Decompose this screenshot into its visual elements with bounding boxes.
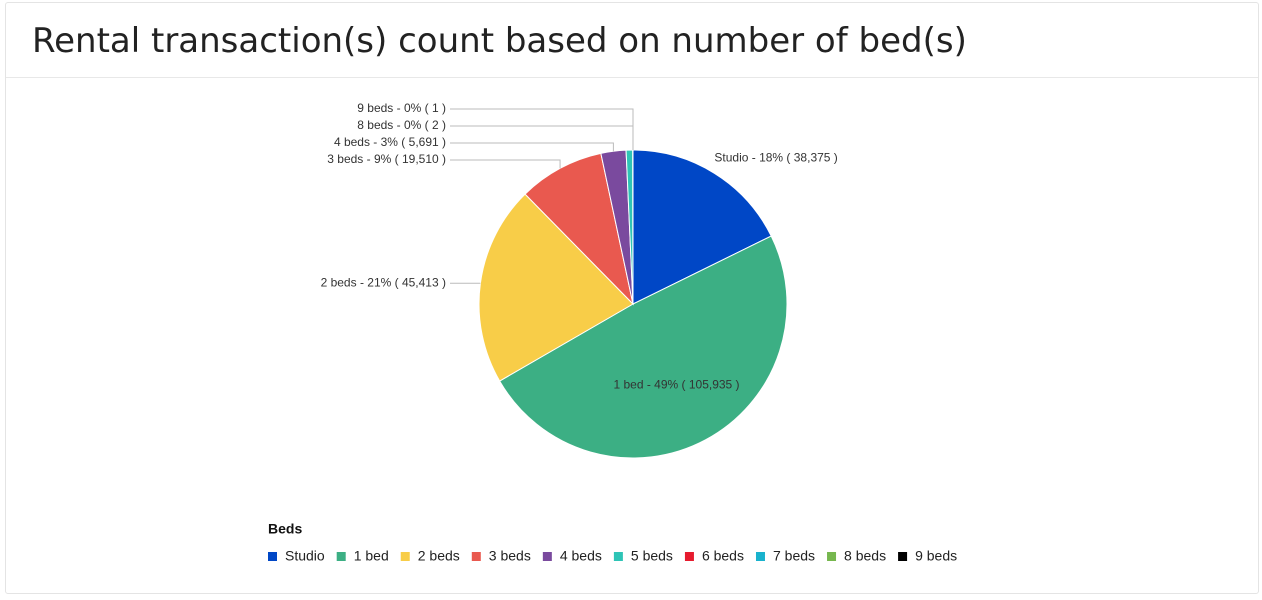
legend-label: 8 beds <box>844 548 886 564</box>
legend-swatch <box>755 552 765 561</box>
data-label: 9 beds - 0% ( 1 ) <box>357 101 446 115</box>
legend-label: Studio <box>285 548 325 564</box>
data-label: 1 bed - 49% ( 105,935 ) <box>613 378 739 392</box>
data-label: 2 beds - 21% ( 45,413 ) <box>321 275 446 289</box>
chart-card: Rental transaction(s) count based on num… <box>5 2 1259 594</box>
legend-label: 5 beds <box>631 548 673 564</box>
legend-swatch <box>542 552 552 561</box>
legend-label: 2 beds <box>418 548 460 564</box>
legend-label: 6 beds <box>702 548 744 564</box>
legend-label: 9 beds <box>915 548 957 564</box>
legend-swatch <box>268 552 277 561</box>
legend-label: 4 beds <box>560 548 602 564</box>
legend-swatch <box>400 552 410 561</box>
data-label: 8 beds - 0% ( 2 ) <box>357 118 446 132</box>
legend-swatch <box>613 552 623 561</box>
leader-line <box>450 142 614 152</box>
legend-swatch <box>336 552 346 561</box>
legend-label: 1 bed <box>354 548 389 564</box>
pie-slice <box>498 235 788 459</box>
legend-swatch <box>684 552 694 561</box>
chart-title: Rental transaction(s) count based on num… <box>6 3 1258 78</box>
pie-slice <box>478 193 634 382</box>
legend-swatch <box>827 552 837 561</box>
legend-swatch <box>471 552 481 561</box>
legend-title: Beds <box>268 521 302 537</box>
leader-line <box>450 125 634 150</box>
legend-swatch <box>898 552 908 561</box>
leader-line <box>450 108 634 150</box>
pie-slice <box>524 152 634 306</box>
data-label: 3 beds - 9% ( 19,510 ) <box>327 152 446 166</box>
legend-label: 7 beds <box>773 548 815 564</box>
legend-label: 3 beds <box>489 548 531 564</box>
data-label: Studio - 18% ( 38,375 ) <box>714 150 837 164</box>
data-label: 4 beds - 3% ( 5,691 ) <box>334 135 446 149</box>
pie-slice <box>632 149 772 305</box>
leader-line <box>450 159 561 169</box>
